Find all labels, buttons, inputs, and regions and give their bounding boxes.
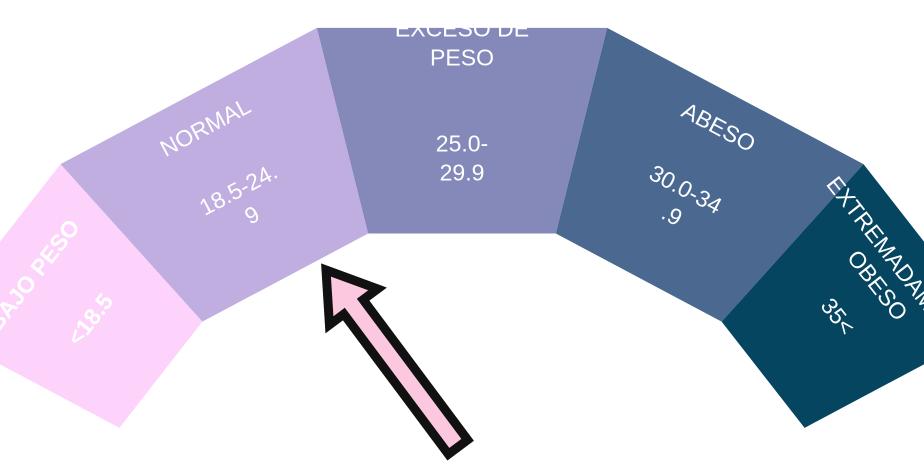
segment-bajo-peso [0,164,203,428]
exceso-de-peso-range-line: 25.0- [436,131,488,157]
segment-extremadamente-obeso [721,164,924,428]
exceso-de-peso-range-line: 29.9 [440,160,485,186]
gauge-segments [0,27,924,428]
segment-normal [60,27,369,322]
segment-abeso [555,27,864,322]
pointer-arrow [321,263,474,461]
exceso-de-peso-title-line: PESO [430,45,494,71]
exceso-de-peso-range: 25.0- 29.9 [436,131,488,186]
exceso-de-peso-title-line: EXCESO DE [395,16,529,42]
exceso-de-peso-title: EXCESO DE PESO [395,16,529,71]
segment-exceso-de-peso [316,27,608,234]
pointer-arrow-shape [321,263,474,461]
